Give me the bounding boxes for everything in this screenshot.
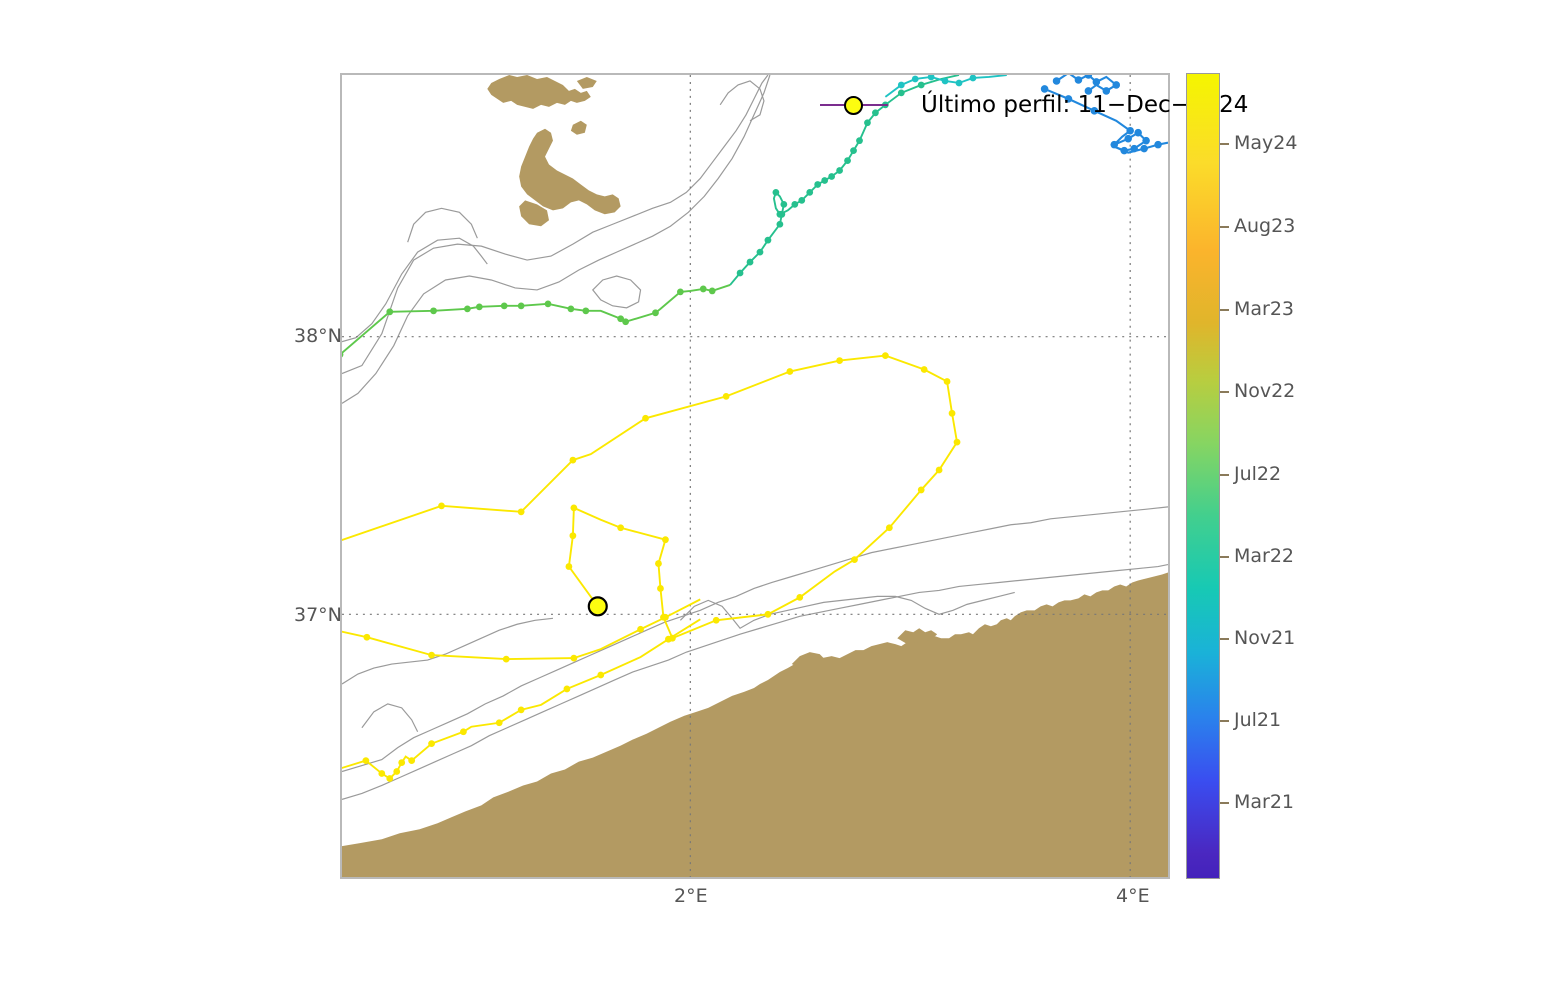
track-teal-points	[736, 81, 925, 277]
land-ibiza	[519, 128, 621, 215]
colorbar-tick-jul22	[1220, 474, 1229, 476]
colorbar-tick-nov21	[1220, 638, 1229, 640]
colorbar-label-mar23: Mar23	[1234, 298, 1295, 320]
colorbar-label-may24: May24	[1234, 132, 1298, 154]
ytick-label-37n: 37°N	[294, 604, 342, 626]
colorbar-label-mar22: Mar22	[1234, 545, 1295, 567]
land-islet-a	[570, 120, 587, 135]
track-yellow-shelf-points	[362, 635, 672, 782]
track-yellow-south-points	[363, 613, 669, 663]
land-mallorca-east	[576, 76, 597, 89]
track-blue-ne-a-points	[1052, 75, 1121, 95]
colorbar-tick-mar22	[1220, 556, 1229, 558]
track-yellow-south[interactable]	[342, 598, 701, 663]
track-green-transect[interactable]	[342, 284, 731, 358]
land-formentera	[519, 200, 549, 227]
colorbar[interactable]: May24 Aug23 Mar23 Nov22 Jul22 Mar22 Nov2…	[1186, 73, 1297, 879]
track-cyan-points	[897, 75, 977, 89]
ytick-label-38n: 38°N	[294, 325, 342, 347]
xtick-label-2e: 2°E	[674, 885, 708, 907]
track-yellow-shelf[interactable]	[342, 618, 701, 782]
colorbar-label-aug23: Aug23	[1234, 215, 1296, 237]
colorbar-label-mar21: Mar21	[1234, 791, 1295, 813]
grid-layer	[342, 75, 1168, 877]
bathymetry-contours	[342, 75, 1168, 800]
land-algeria-notch	[897, 628, 938, 645]
map-svg	[342, 75, 1168, 877]
colorbar-tick-jul21	[1220, 720, 1229, 722]
colorbar-gradient	[1186, 73, 1220, 879]
track-green-points	[342, 285, 716, 358]
colorbar-label-jul21: Jul21	[1234, 709, 1282, 731]
map-plot-area[interactable]	[340, 73, 1170, 879]
track-cyan-offshore[interactable]	[884, 75, 1007, 98]
last-profile-marker[interactable]	[587, 596, 608, 617]
colorbar-tick-may24	[1220, 143, 1229, 145]
track-yellow-loop[interactable]	[342, 352, 961, 642]
track-blue-ne-b[interactable]	[1040, 85, 1168, 155]
land-mallorca	[487, 75, 591, 109]
colorbar-tick-mar21	[1220, 802, 1229, 804]
colorbar-label-jul22: Jul22	[1234, 463, 1282, 485]
colorbar-tick-mar23	[1220, 309, 1229, 311]
land-layer	[342, 75, 1168, 877]
colorbar-label-nov22: Nov22	[1234, 380, 1296, 402]
track-blue-ne-b-points	[1040, 85, 1162, 155]
colorbar-tick-aug23	[1220, 226, 1229, 228]
land-algeria-cape	[791, 652, 826, 673]
track-blue-ne-a[interactable]	[1052, 75, 1121, 95]
colorbar-label-nov21: Nov21	[1234, 627, 1296, 649]
colorbar-tick-nov22	[1220, 391, 1229, 393]
track-yellow-loop-points	[438, 352, 961, 642]
trajectory-layer[interactable]	[342, 75, 1168, 782]
land-algeria	[342, 572, 1168, 877]
xtick-label-4e: 4°E	[1116, 885, 1150, 907]
track-teal-ascent[interactable]	[729, 75, 960, 286]
